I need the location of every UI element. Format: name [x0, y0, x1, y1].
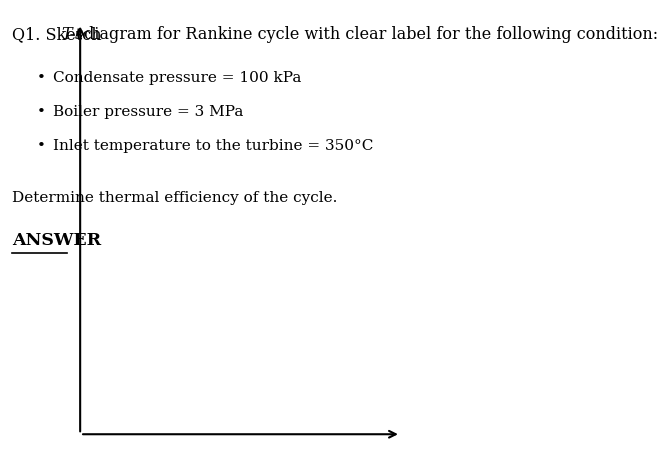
Text: Condensate pressure = 100 kPa: Condensate pressure = 100 kPa: [53, 71, 302, 85]
Text: •: •: [37, 105, 45, 119]
Text: ANSWER: ANSWER: [12, 232, 101, 249]
Text: •: •: [37, 139, 45, 153]
Text: Determine thermal efficiency of the cycle.: Determine thermal efficiency of the cycl…: [12, 191, 337, 205]
Text: T-s: T-s: [61, 26, 83, 43]
Text: Inlet temperature to the turbine = 350°C: Inlet temperature to the turbine = 350°C: [53, 139, 374, 153]
Text: Boiler pressure = 3 MPa: Boiler pressure = 3 MPa: [53, 105, 244, 119]
Text: •: •: [37, 71, 45, 85]
Text: Q1. Sketch: Q1. Sketch: [12, 26, 107, 43]
Text: diagram for Rankine cycle with clear label for the following condition:: diagram for Rankine cycle with clear lab…: [79, 26, 659, 43]
